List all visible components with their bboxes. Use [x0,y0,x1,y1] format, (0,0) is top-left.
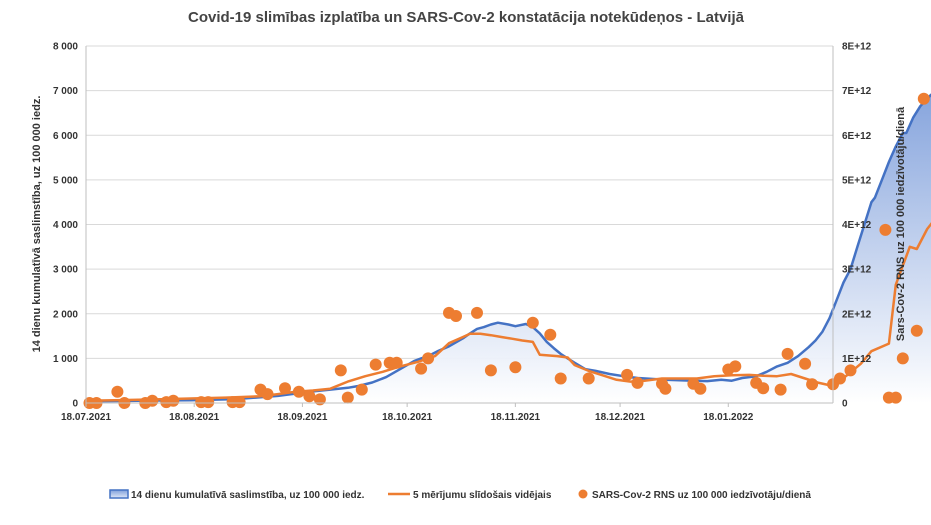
scatter-point [910,324,923,337]
scatter-point [806,378,819,391]
scatter-point [526,316,539,329]
scatter-point [279,382,291,395]
scatter-point [554,372,567,385]
y-left-tick-label: 4 000 [53,220,78,231]
x-tick-label: 18.10.2021 [382,412,432,423]
y-right-tick-label: 7E+12 [842,86,872,97]
scatter-point [621,368,634,381]
scatter-point [471,306,483,319]
y-right-tick-label: 4E+12 [842,220,872,231]
scatter-point [834,372,846,385]
y-right-tick-label: 1E+12 [842,354,872,365]
x-tick-label: 18.09.2021 [277,412,327,423]
scatter-point [774,383,787,396]
legend: 14 dienu kumulatīvā saslimstība, uz 100 … [109,489,811,501]
scatter-point [261,388,274,401]
scatter-point [631,376,644,389]
y-left-tick-label: 8 000 [53,42,78,53]
x-tick-label: 18.08.2021 [169,412,219,423]
y-left-tick-label: 0 [72,399,78,410]
scatter-point [659,382,672,395]
plot-area [83,92,931,409]
scatter-point [896,352,909,365]
scatter-point [355,383,368,396]
scatter-point [694,382,707,395]
y-right-tick-label: 5E+12 [842,175,872,186]
legend-label-scatter: SARS-Cov-2 RNS uz 100 000 iedzīvotāju/di… [592,490,811,501]
scatter-point [879,223,892,236]
y-right-tick-label: 3E+12 [842,265,872,276]
scatter-point [334,364,347,377]
scatter-point [303,390,316,403]
y-right-tick-label: 0 [842,399,848,410]
y-right-tick-label: 2E+12 [842,309,872,320]
scatter-point [146,394,159,407]
scatter-point [509,361,522,374]
legend-label-line: 5 mērījumu slīdošais vidējais [413,490,552,501]
x-tick-label: 18.11.2021 [491,412,541,423]
scatter-point [582,372,595,385]
y-left-tick-label: 6 000 [53,131,78,142]
legend-swatch-scatter [578,489,588,499]
scatter-point [757,382,770,395]
y-left-tick-label: 3 000 [53,265,78,276]
scatter-point [917,92,930,105]
scatter-point [889,391,902,404]
legend-label-area: 14 dienu kumulatīvā saslimstība, uz 100 … [131,490,365,501]
legend-swatch-area [109,489,129,499]
x-tick-label: 18.07.2021 [61,412,111,423]
left-axis-title: 14 dienu kumulatīvā saslimstība, uz 100 … [31,96,43,353]
axes: 0 1 000 2 000 3 000 4 000 5 000 6 000 7 000 8 00… [53,42,872,424]
area-fill [86,94,931,403]
y-left-tick-label: 1 000 [53,354,78,365]
scatter-point [484,364,497,377]
scatter-point [781,347,794,360]
scatter-point [313,393,326,406]
scatter-point [450,310,462,322]
gridlines [86,45,833,359]
right-axis-title: Sars-Cov-2 RNS uz 100 000 iedzīvotāju/di… [895,106,907,341]
scatter-point [202,396,215,409]
scatter-point [341,391,354,404]
y-left-tick-label: 5 000 [53,175,78,186]
scatter-point [799,357,812,370]
chart-title: Covid-19 slimības izplatība un SARS-Cov-… [188,9,745,26]
scatter-point [111,385,124,398]
scatter-point [233,396,246,409]
scatter-point [729,360,742,373]
y-left-tick-label: 2 000 [53,309,78,320]
scatter-point [544,328,557,341]
scatter-point [292,385,305,398]
y-left-tick-label: 7 000 [53,86,78,97]
x-tick-label: 18.01.2022 [703,412,753,423]
scatter-point [422,352,435,365]
scatter-point [844,364,857,377]
y-right-tick-label: 6E+12 [842,131,872,142]
scatter-point [415,362,428,375]
scatter-point [390,356,403,369]
scatter-point [167,394,180,407]
x-tick-label: 18.12.2021 [595,412,645,423]
y-right-tick-label: 8E+12 [842,42,872,53]
scatter-point [369,358,382,371]
